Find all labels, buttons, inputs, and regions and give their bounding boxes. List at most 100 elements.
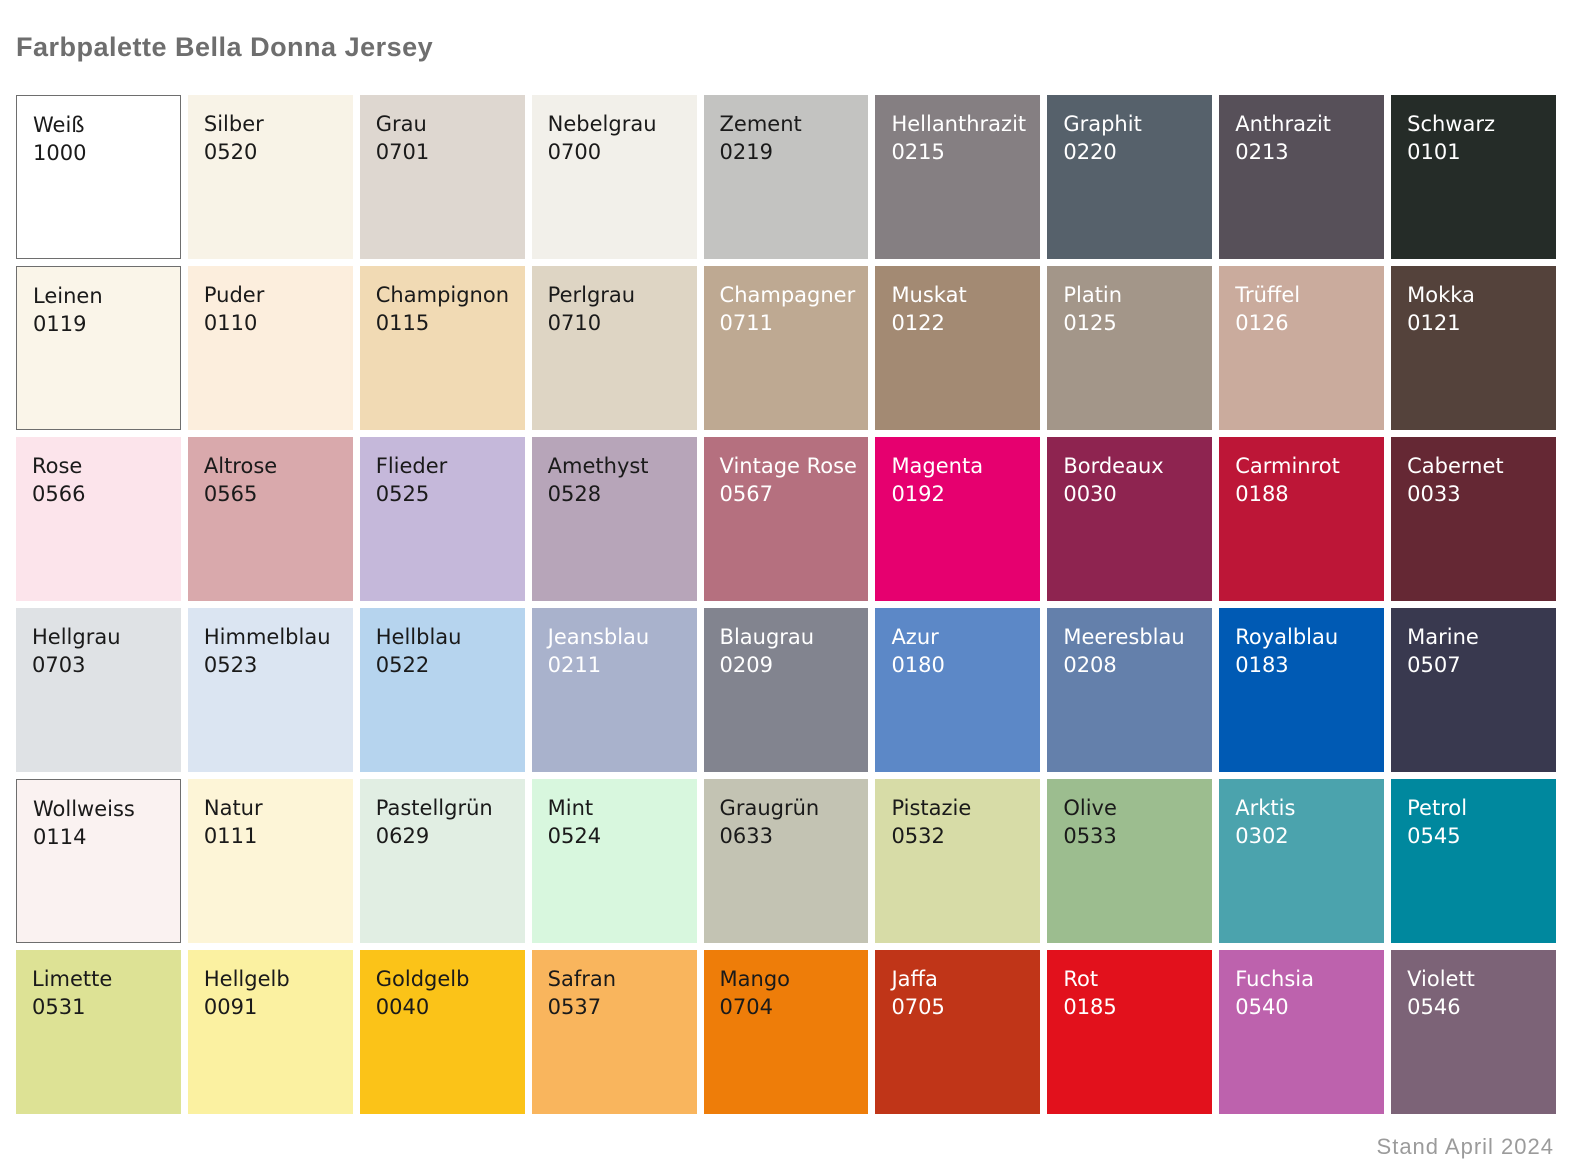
swatch-name: Hellanthrazit xyxy=(891,112,1027,136)
color-swatch-0629: Pastellgrün 0629 xyxy=(359,779,525,943)
swatch-code: 0711 xyxy=(719,311,773,336)
color-swatch-0523: Himmelblau 0523 xyxy=(187,608,353,772)
color-swatch-0701: Grau 0701 xyxy=(359,95,525,259)
color-swatch-0185: Rot 0185 xyxy=(1047,950,1213,1114)
color-swatch-0532: Pistazie 0532 xyxy=(875,779,1041,943)
swatch-code: 0540 xyxy=(1235,995,1289,1020)
color-swatch-0700: Nebelgrau 0700 xyxy=(531,95,697,259)
color-swatch-0213: Anthrazit 0213 xyxy=(1219,95,1385,259)
swatch-name: Bordeaux xyxy=(1063,454,1164,478)
swatch-code: 0183 xyxy=(1235,653,1289,678)
color-swatch-0524: Mint 0524 xyxy=(531,779,697,943)
swatch-name: Safran xyxy=(547,967,617,991)
swatch-name: Leinen xyxy=(33,284,103,308)
color-swatch-0030: Bordeaux 0030 xyxy=(1047,437,1213,601)
swatch-code: 1000 xyxy=(33,141,87,166)
color-swatch-0209: Blaugrau 0209 xyxy=(703,608,869,772)
swatch-name: Anthrazit xyxy=(1235,112,1332,136)
swatch-name: Azur xyxy=(891,625,939,649)
swatch-name: Amethyst xyxy=(547,454,649,478)
swatch-name: Mint xyxy=(547,796,594,820)
swatch-name: Rot xyxy=(1063,967,1099,991)
swatch-name: Champagner xyxy=(719,283,856,307)
swatch-code: 0188 xyxy=(1235,482,1289,507)
color-swatch-0633: Graugrün 0633 xyxy=(703,779,869,943)
swatch-code: 0180 xyxy=(891,653,945,678)
swatch-code: 0546 xyxy=(1407,995,1461,1020)
swatch-name: Graphit xyxy=(1063,112,1142,136)
swatch-code: 0566 xyxy=(32,482,86,507)
swatch-name: Pastellgrün xyxy=(375,796,493,820)
color-swatch-0710: Perlgrau 0710 xyxy=(531,266,697,430)
swatch-name: Fuchsia xyxy=(1235,967,1314,991)
swatch-name: Hellblau xyxy=(375,625,462,649)
color-swatch-0215: Hellanthrazit 0215 xyxy=(875,95,1041,259)
swatch-name: Blaugrau xyxy=(719,625,815,649)
swatch-code: 0704 xyxy=(719,995,773,1020)
swatch-code: 0524 xyxy=(547,824,602,849)
swatch-code: 0545 xyxy=(1407,824,1461,849)
color-swatch-0115: Champignon 0115 xyxy=(359,266,525,430)
swatch-code: 0115 xyxy=(375,311,430,336)
swatch-code: 0701 xyxy=(375,140,430,165)
swatch-code: 0213 xyxy=(1235,140,1289,165)
swatch-name: Hellgrau xyxy=(32,625,121,649)
swatch-code: 0215 xyxy=(891,140,945,165)
swatch-name: Arktis xyxy=(1235,796,1296,820)
swatch-name: Cabernet xyxy=(1407,454,1504,478)
swatch-name: Violett xyxy=(1407,967,1475,991)
swatch-name: Petrol xyxy=(1407,796,1468,820)
swatch-name: Schwarz xyxy=(1407,112,1495,136)
swatch-name: Jeansblau xyxy=(547,625,650,649)
swatch-name: Puder xyxy=(203,283,265,307)
swatch-code: 0119 xyxy=(33,312,87,337)
swatch-name: Mokka xyxy=(1407,283,1475,307)
swatch-code: 0126 xyxy=(1235,311,1289,336)
swatch-name: Zement xyxy=(719,112,802,136)
color-swatch-0040: Goldgelb 0040 xyxy=(359,950,525,1114)
swatch-code: 0523 xyxy=(203,653,258,678)
swatch-code: 0030 xyxy=(1063,482,1117,507)
swatch-name: Royalblau xyxy=(1235,625,1339,649)
swatch-name: Olive xyxy=(1063,796,1117,820)
color-swatch-0180: Azur 0180 xyxy=(875,608,1041,772)
color-swatch-0705: Jaffa 0705 xyxy=(875,950,1041,1114)
swatch-name: Flieder xyxy=(375,454,448,478)
swatch-code: 0220 xyxy=(1063,140,1117,165)
swatch-code: 0532 xyxy=(891,824,945,849)
swatch-code: 0121 xyxy=(1407,311,1461,336)
swatch-name: Rose xyxy=(32,454,83,478)
swatch-name: Hellgelb xyxy=(203,967,290,991)
swatch-name: Nebelgrau xyxy=(547,112,657,136)
swatch-code: 0520 xyxy=(203,140,258,165)
swatch-name: Magenta xyxy=(891,454,984,478)
swatch-name: Grau xyxy=(375,112,427,136)
color-swatch-0188: Carminrot 0188 xyxy=(1219,437,1385,601)
swatch-name: Meeresblau xyxy=(1063,625,1185,649)
color-swatch-0537: Safran 0537 xyxy=(531,950,697,1114)
color-swatch-0211: Jeansblau 0211 xyxy=(531,608,697,772)
swatch-code: 0185 xyxy=(1063,995,1117,1020)
color-swatch-0219: Zement 0219 xyxy=(703,95,869,259)
page-title: Farbpalette Bella Donna Jersey xyxy=(16,32,434,62)
color-swatch-0546: Violett 0546 xyxy=(1391,950,1556,1114)
swatch-name: Altrose xyxy=(203,454,278,478)
color-swatch-0525: Flieder 0525 xyxy=(359,437,525,601)
color-swatch-0531: Limette 0531 xyxy=(16,950,181,1114)
swatch-name: Wollweiss xyxy=(33,797,135,821)
color-swatch-0091: Hellgelb 0091 xyxy=(187,950,353,1114)
footer-date: Stand April 2024 xyxy=(1376,1134,1554,1159)
color-swatch-0126: Trüffel 0126 xyxy=(1219,266,1385,430)
swatch-code: 0537 xyxy=(547,995,602,1020)
swatch-code: 0629 xyxy=(375,824,430,849)
color-swatch-0122: Muskat 0122 xyxy=(875,266,1041,430)
swatch-code: 0302 xyxy=(1235,824,1289,849)
color-swatch-0522: Hellblau 0522 xyxy=(359,608,525,772)
color-swatch-0101: Schwarz 0101 xyxy=(1391,95,1556,259)
color-swatch-0703: Hellgrau 0703 xyxy=(16,608,181,772)
color-swatch-0704: Mango 0704 xyxy=(703,950,869,1114)
swatch-code: 0208 xyxy=(1063,653,1117,678)
swatch-code: 0531 xyxy=(32,995,86,1020)
color-swatch-0119: Leinen 0119 xyxy=(16,266,181,430)
color-swatch-0183: Royalblau 0183 xyxy=(1219,608,1385,772)
